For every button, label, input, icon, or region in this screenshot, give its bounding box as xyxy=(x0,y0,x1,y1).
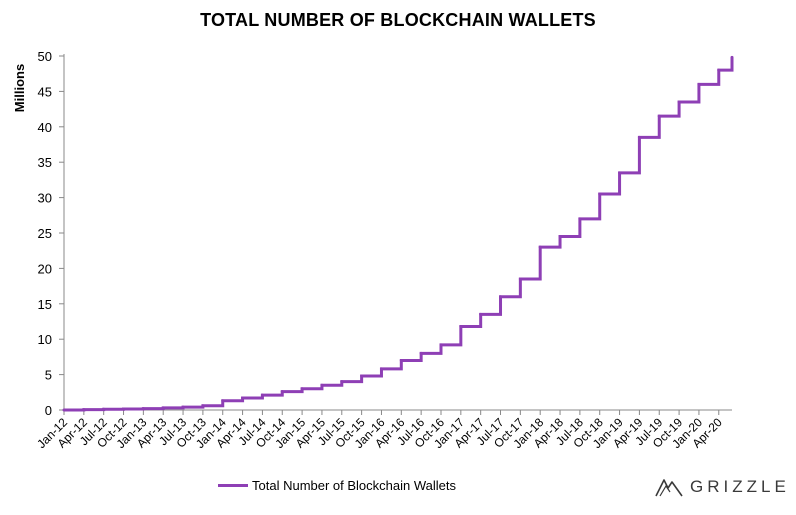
y-tick-label: 30 xyxy=(38,191,52,206)
data-point xyxy=(598,192,602,196)
data-point xyxy=(538,245,542,249)
data-point xyxy=(459,324,463,328)
data-point xyxy=(161,406,165,410)
y-tick-label: 10 xyxy=(38,332,52,347)
data-point xyxy=(82,408,86,412)
data-point xyxy=(201,404,205,408)
chart-title: TOTAL NUMBER OF BLOCKCHAIN WALLETS xyxy=(200,10,596,30)
data-point xyxy=(618,171,622,175)
data-point xyxy=(102,407,106,411)
data-point xyxy=(122,407,126,411)
data-point xyxy=(320,383,324,387)
y-tick-label: 15 xyxy=(38,297,52,312)
data-point xyxy=(379,367,383,371)
legend-swatch xyxy=(218,484,248,487)
y-tick-label: 45 xyxy=(38,84,52,99)
data-point xyxy=(300,387,304,391)
y-tick-label: 40 xyxy=(38,120,52,135)
brand-name: GRIZZLE xyxy=(690,477,790,496)
data-point xyxy=(677,100,681,104)
data-point xyxy=(439,343,443,347)
data-point xyxy=(518,277,522,281)
data-point xyxy=(181,405,185,409)
legend-label: Total Number of Blockchain Wallets xyxy=(252,478,456,493)
y-tick-label: 0 xyxy=(45,403,52,418)
data-point xyxy=(62,408,66,412)
data-point xyxy=(730,55,734,59)
y-axis-title: Millions xyxy=(12,64,27,112)
x-axis: Jan-12Apr-12Jul-12Oct-12Jan-13Apr-13Jul-… xyxy=(34,410,725,451)
data-point xyxy=(697,82,701,86)
y-tick-label: 50 xyxy=(38,49,52,64)
data-point xyxy=(657,114,661,118)
y-tick-label: 25 xyxy=(38,226,52,241)
y-tick-label: 5 xyxy=(45,368,52,383)
data-point xyxy=(280,390,284,394)
data-point xyxy=(260,393,264,397)
data-point xyxy=(479,312,483,316)
data-point xyxy=(241,396,245,400)
legend: Total Number of Blockchain Wallets xyxy=(218,478,456,493)
data-point xyxy=(340,380,344,384)
data-point xyxy=(558,235,562,239)
data-point xyxy=(221,399,225,403)
data-point xyxy=(578,217,582,221)
y-axis: 0 5 10 15 20 25 30 35 40 45 50 xyxy=(38,49,64,418)
grizzle-logo-icon xyxy=(655,479,683,497)
y-axis-title-group: Millions xyxy=(12,64,27,112)
series-line xyxy=(64,57,734,412)
y-tick-label: 20 xyxy=(38,261,52,276)
brand-logo: GRIZZLE xyxy=(654,476,790,498)
data-point xyxy=(419,351,423,355)
data-point xyxy=(399,358,403,362)
series-layer xyxy=(62,55,734,412)
data-point xyxy=(141,407,145,411)
y-tick-label: 35 xyxy=(38,155,52,170)
data-point xyxy=(360,374,364,378)
data-point xyxy=(499,295,503,299)
data-point xyxy=(717,68,721,72)
data-point xyxy=(637,135,641,139)
